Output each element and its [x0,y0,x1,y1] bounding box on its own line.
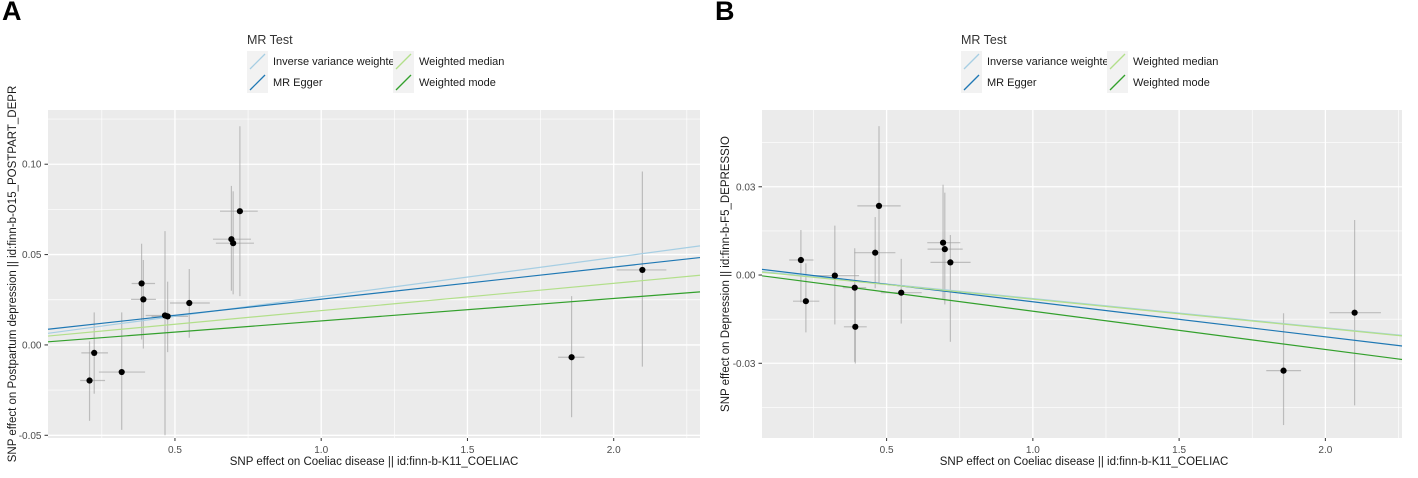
data-point [947,259,954,266]
regression-line-inverse-variance-weighted [47,245,701,334]
legend-key-line-icon [1109,74,1126,91]
y-tick-label: 0.00 [736,271,756,282]
x-tick-label: 0.5 [880,445,894,456]
y-tick-label: 0.10 [22,160,42,171]
data-point [802,298,809,305]
legend-item-ivw: Inverse variance weighted [247,51,401,72]
legend-title: MR Test [961,33,1007,47]
x-tick-label: 1.5 [1172,445,1186,456]
legend-key-swatch [961,72,982,93]
legend-key-swatch [393,72,414,93]
legend-key-swatch [1107,51,1128,72]
legend-key-line-icon [249,53,266,70]
y-tick-label: 0.03 [736,182,756,193]
legend-key-line-icon [395,53,412,70]
data-point [939,239,947,246]
x-tick-label: 1.0 [1026,445,1040,456]
legend-item-mr-egger: MR Egger [961,72,1107,93]
legend-item-label: MR Egger [987,76,1037,89]
legend-item-label: Inverse variance weighted [273,55,401,68]
data-point [86,377,93,384]
legend-key-swatch [247,72,268,93]
legend-item-label: MR Egger [273,76,323,89]
panel-b-letter: B [715,0,735,26]
data-point [941,246,948,253]
panel-a-x-axis-title: SNP effect on Coeliac disease || id:finn… [229,456,519,468]
data-point [851,284,858,291]
legend-key-line-icon [963,74,980,91]
panel-a-legend: MR Test Inverse variance weighted MR Egg… [247,33,504,93]
legend-key-line-icon [395,74,412,91]
data-point [1280,367,1287,374]
legend-key-swatch [393,51,414,72]
x-tick-label: 2.0 [607,445,621,456]
data-point [186,299,193,307]
legend-key-line-icon [1109,53,1126,70]
legend-item-weighted-mode: Weighted mode [1107,72,1218,93]
legend-item-weighted-median: Weighted median [393,51,504,72]
legend-item-weighted-median: Weighted median [1107,51,1218,72]
legend-item-ivw: Inverse variance weighted [961,51,1115,72]
legend-items: Inverse variance weighted MR Egger Weigh… [247,51,504,93]
data-point [639,266,646,274]
panel-a-y-axis-title: SNP effect on Postpartum depression || i… [7,85,19,463]
data-point [872,249,879,256]
data-point [164,313,171,320]
legend-key-line-icon [963,53,980,70]
legend-item-label: Weighted median [1133,55,1219,68]
y-tick-label: 0.05 [22,250,42,261]
legend-key-swatch [961,51,982,72]
legend-item-label: Weighted mode [419,76,496,89]
data-point [236,208,243,215]
legend-item-mr-egger: MR Egger [247,72,393,93]
regression-line-mr-egger [761,268,1403,347]
data-point [230,240,237,247]
regression-line-mr-egger [47,256,701,330]
data-point [118,368,125,376]
legend-key-line-icon [249,74,266,91]
data-point [831,272,838,279]
panel-a-letter: A [2,0,22,26]
y-tick-label: 0.00 [22,340,42,351]
regression-line-weighted-median [47,274,701,337]
data-point [852,323,859,330]
data-point [898,289,905,296]
y-tick-label: -0.03 [733,359,756,370]
legend-item-label: Weighted mode [1133,76,1210,89]
data-point [138,280,145,287]
legend-title: MR Test [247,33,293,47]
regression-line-weighted-mode [47,291,701,343]
data-point [91,349,98,356]
legend-item-label: Weighted median [419,55,505,68]
x-tick-label: 1.0 [314,445,328,456]
panel-b-x-axis-title: SNP effect on Coeliac disease || id:finn… [939,456,1229,468]
data-point [797,256,805,264]
regression-line-weighted-median [761,271,1403,337]
legend-items: Inverse variance weighted MR Egger Weigh… [961,51,1218,93]
panel-background [48,110,700,438]
legend-key-swatch [247,51,268,72]
y-tick-label: -0.05 [19,431,42,442]
panel-b-legend: MR Test Inverse variance weighted MR Egg… [961,33,1218,93]
data-point [875,202,883,209]
x-tick-label: 1.5 [461,445,475,456]
legend-key-swatch [1107,72,1128,93]
data-point [140,296,147,303]
x-tick-label: 0.5 [168,445,182,456]
x-tick-label: 2.0 [1318,445,1332,456]
legend-item-label: Inverse variance weighted [987,55,1115,68]
panel-b-y-axis-title: SNP effect on Depression || id:finn-b-F5… [720,136,732,412]
data-point [1351,309,1358,316]
legend-item-weighted-mode: Weighted mode [393,72,504,93]
data-point [568,354,575,361]
panel-background [762,110,1402,438]
regression-line-weighted-mode [761,275,1403,361]
